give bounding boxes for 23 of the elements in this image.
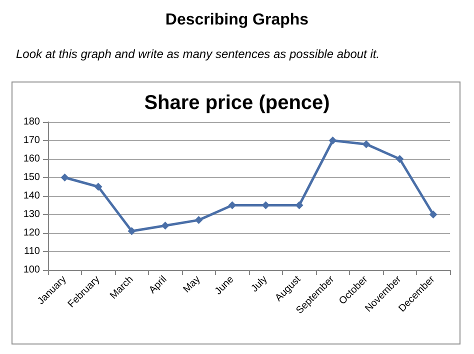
x-tick-label: July xyxy=(249,274,270,294)
y-tick-label: 100 xyxy=(23,264,40,276)
y-tick-label: 110 xyxy=(24,246,40,257)
point xyxy=(328,136,337,144)
text: Look at this graph and write as many sentences as possible about it. xyxy=(16,47,380,61)
y-tick-label: 180 xyxy=(23,116,40,128)
chart-title: Share price (pence) xyxy=(144,92,330,114)
y-tick-label: 130 xyxy=(23,209,40,220)
y-tick-label: 140 xyxy=(23,190,40,202)
y-tick-label: 170 xyxy=(23,135,40,146)
point xyxy=(429,210,438,218)
point xyxy=(362,140,370,148)
point xyxy=(94,182,102,191)
point xyxy=(128,227,136,236)
point xyxy=(396,155,404,163)
y-tick-label: 120 xyxy=(23,228,40,238)
y-tick-label: 160 xyxy=(23,154,40,164)
point xyxy=(194,216,203,224)
point xyxy=(60,174,69,182)
x-tick-label: May xyxy=(182,274,203,296)
point xyxy=(161,222,170,230)
y-tick-label: 150 xyxy=(23,172,40,183)
text: Describing Graphs xyxy=(165,12,309,28)
